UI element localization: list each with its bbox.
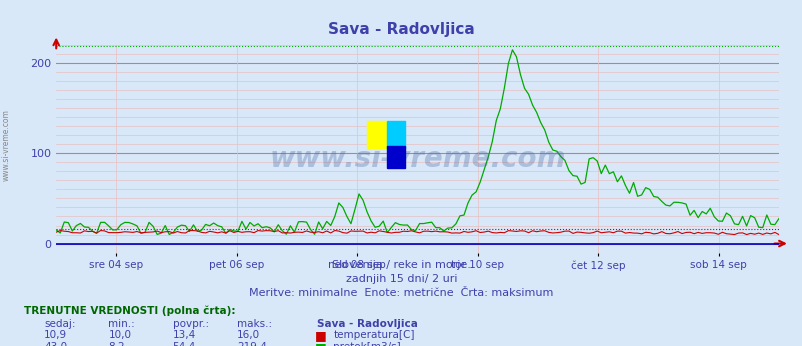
Bar [387,146,404,168]
Text: 54,4: 54,4 [172,342,196,346]
Text: Sava - Radovljica: Sava - Radovljica [317,319,418,329]
Text: 43,0: 43,0 [44,342,67,346]
Text: zadnjih 15 dni/ 2 uri: zadnjih 15 dni/ 2 uri [346,274,456,284]
Text: sedaj:: sedaj: [44,319,75,329]
Text: Slovenija / reke in morje.: Slovenija / reke in morje. [332,260,470,270]
Text: maks.:: maks.: [237,319,272,329]
Text: ■: ■ [314,329,326,343]
Text: www.si-vreme.com: www.si-vreme.com [2,109,11,181]
Bar [367,121,387,148]
Text: 10,0: 10,0 [108,330,132,340]
Text: min.:: min.: [108,319,135,329]
Text: 16,0: 16,0 [237,330,260,340]
Text: www.si-vreme.com: www.si-vreme.com [269,145,565,173]
Text: 13,4: 13,4 [172,330,196,340]
Text: Sava - Radovljica: Sava - Radovljica [328,22,474,37]
Text: pretok[m3/s]: pretok[m3/s] [333,342,400,346]
Text: 219,4: 219,4 [237,342,266,346]
Text: 10,9: 10,9 [44,330,67,340]
Bar [387,121,404,148]
Text: ■: ■ [314,341,326,346]
Text: temperatura[C]: temperatura[C] [333,330,414,340]
Text: 8,2: 8,2 [108,342,125,346]
Text: TRENUTNE VREDNOSTI (polna črta):: TRENUTNE VREDNOSTI (polna črta): [24,305,235,316]
Text: povpr.:: povpr.: [172,319,209,329]
Text: Meritve: minimalne  Enote: metrične  Črta: maksimum: Meritve: minimalne Enote: metrične Črta:… [249,288,553,298]
